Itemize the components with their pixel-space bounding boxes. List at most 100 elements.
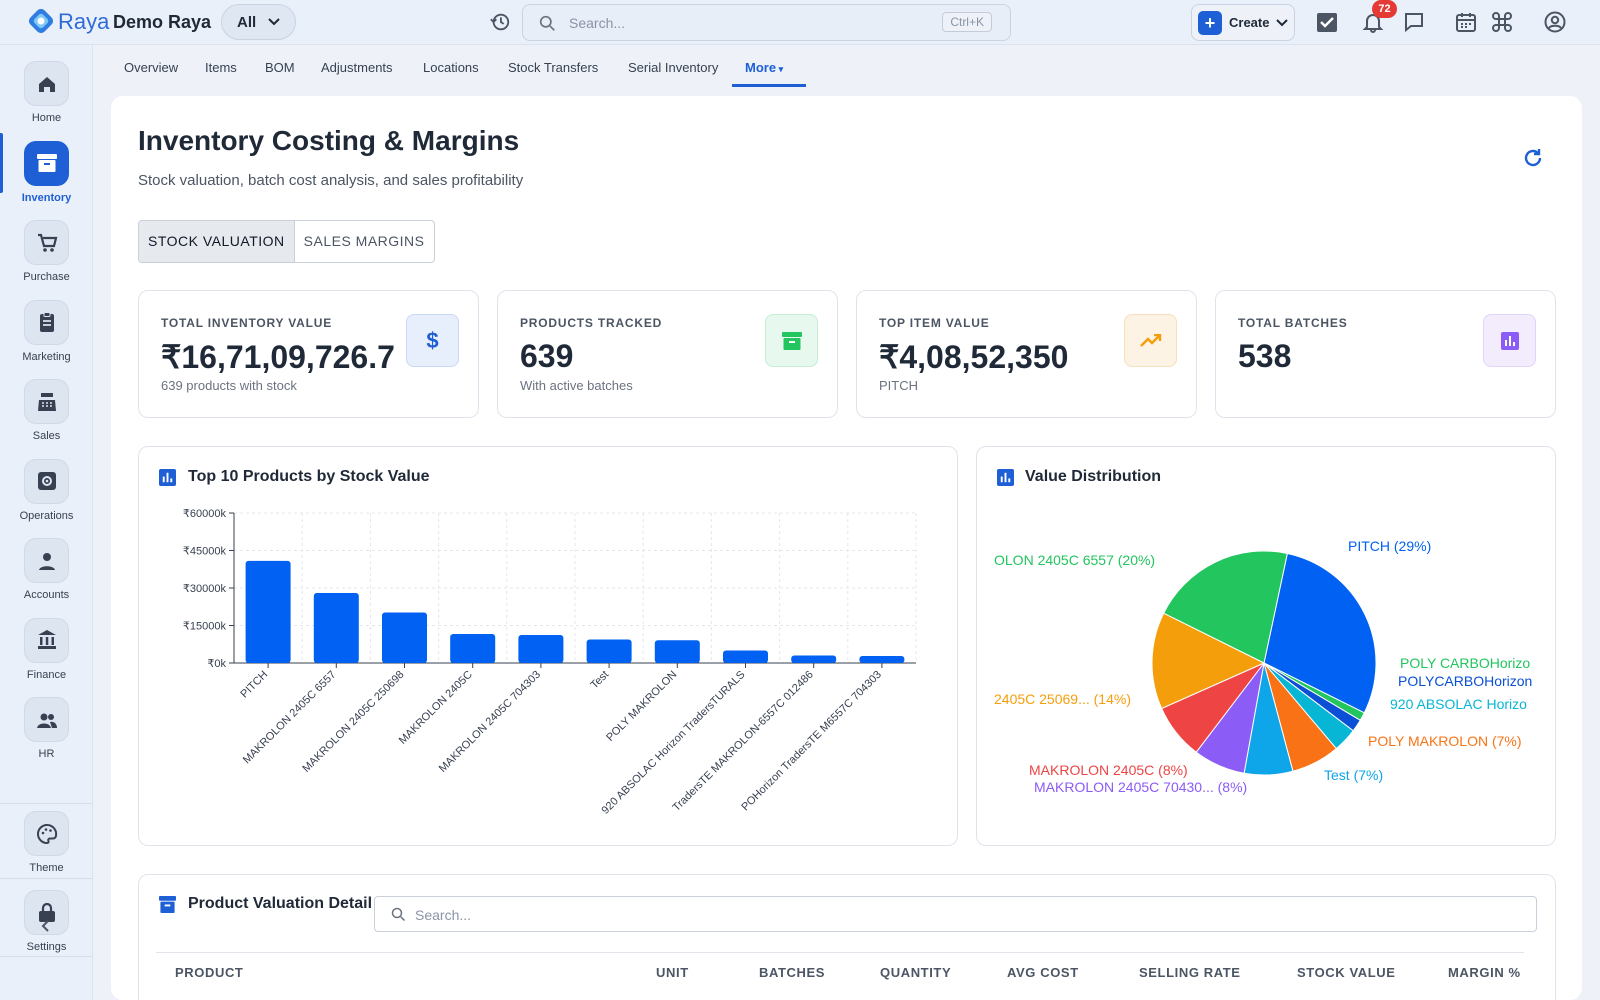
stat-label: TOP ITEM VALUE <box>879 316 990 330</box>
chevron-left-icon[interactable] <box>38 918 54 934</box>
sidebar-item-marketing[interactable]: Marketing <box>0 292 93 370</box>
caret-down-icon: ▾ <box>776 64 784 74</box>
toggle-sales-margins[interactable]: SALES MARGINS <box>303 233 425 249</box>
scope-select[interactable]: All <box>221 4 296 40</box>
stat-label: TOTAL INVENTORY VALUE <box>161 316 333 330</box>
column-header-quantity[interactable]: QUANTITY <box>880 965 952 980</box>
user-account-icon[interactable] <box>1544 11 1566 33</box>
tab-stock-transfers[interactable]: Stock Transfers <box>508 60 598 75</box>
x-tick-label: 920 ABSOLAC Horizon TradersTURALS <box>599 669 747 817</box>
y-tick-label: ₹0k <box>207 658 226 670</box>
sidebar-item-purchase[interactable]: Purchase <box>0 212 93 290</box>
table-header-divider <box>156 952 1524 953</box>
tasks-check-icon[interactable] <box>1316 11 1338 33</box>
calendar-icon[interactable] <box>1455 11 1477 33</box>
refresh-icon[interactable] <box>1522 147 1544 169</box>
tab-label: BOM <box>265 60 295 75</box>
clipboard-icon <box>24 299 69 345</box>
bar-chart-title: Top 10 Products by Stock Value <box>188 468 430 485</box>
table-search-placeholder: Search... <box>415 907 472 923</box>
pie-chart: PITCH (29%) POLY CARBOHorizo POLYCARBOHori… <box>994 538 1532 795</box>
y-tick-label: ₹60000k <box>183 508 227 520</box>
bar <box>450 634 496 663</box>
column-header-selling-rate[interactable]: SELLING RATE <box>1139 965 1241 980</box>
raya-logo-icon[interactable] <box>27 7 55 35</box>
tab-bom[interactable]: BOM <box>265 60 295 75</box>
table-search-input[interactable]: Search... <box>374 896 1537 932</box>
sidebar-item-accounts[interactable]: Accounts <box>0 530 93 608</box>
bar-chart: ₹0k ₹15000k ₹30000k ₹45000k ₹60000k PITCH MAKR… <box>183 508 917 817</box>
pie-slice-label: MAKROLON 2405C 70430... (8%) <box>1034 779 1247 795</box>
sidebar-item-label: Theme <box>29 862 64 874</box>
history-icon[interactable] <box>489 11 511 33</box>
tab-more[interactable]: More ▾ <box>745 60 783 75</box>
tab-label: Serial Inventory <box>628 60 719 75</box>
stat-card-total-inventory-value: TOTAL INVENTORY VALUE ₹16,71,09,726.7 63… <box>138 290 479 418</box>
sidebar-item-label: Sales <box>32 430 61 442</box>
command-icon[interactable] <box>1491 11 1513 33</box>
stat-label: TOTAL BATCHES <box>1238 316 1348 330</box>
bar <box>722 650 769 663</box>
tab-overview[interactable]: Overview <box>124 60 178 75</box>
toggle-stock-valuation[interactable]: STOCK VALUATION <box>139 221 295 262</box>
column-header-stock-value[interactable]: STOCK VALUE <box>1297 965 1396 980</box>
bank-icon <box>24 617 69 663</box>
scope-value: All <box>237 13 257 31</box>
stat-subtext: 639 products with stock <box>161 378 297 393</box>
column-header-margin[interactable]: MARGIN % <box>1448 965 1521 980</box>
sidebar-item-operations[interactable]: Operations <box>0 451 93 529</box>
bar-chart-icon <box>159 469 176 486</box>
pie-slice[interactable] <box>1151 612 1266 710</box>
x-tick-label: Test <box>588 669 611 692</box>
tab-serial-inventory[interactable]: Serial Inventory <box>628 60 718 75</box>
palette-icon <box>24 811 69 856</box>
org-name: Demo Raya <box>113 12 212 32</box>
sidebar-item-finance[interactable]: Finance <box>0 610 93 688</box>
pie-slice[interactable] <box>1263 552 1377 714</box>
pie-slice-label: POLY MAKROLON (7%) <box>1368 733 1522 749</box>
sidebar-item-inventory[interactable]: Inventory <box>0 132 93 211</box>
sidebar-item-hr[interactable]: HR <box>0 689 93 767</box>
tab-adjustments[interactable]: Adjustments <box>321 60 393 75</box>
sidebar-item-home[interactable]: Home <box>0 53 93 131</box>
notification-count-badge: 72 <box>1372 0 1397 18</box>
search-shortcut-hint: Ctrl+K <box>942 12 992 32</box>
tab-items[interactable]: Items <box>205 60 237 75</box>
bar-chart-icon <box>1483 314 1536 367</box>
tab-label: Locations <box>423 60 479 75</box>
sidebar-item-theme[interactable]: Theme <box>0 803 93 881</box>
plus-icon: + <box>1198 10 1222 35</box>
pie-slice-label: POLYCARBOHorizon <box>1398 673 1532 689</box>
sidebar-divider <box>0 878 93 879</box>
x-tick-label: TradersTE MAKROLON-6557C 012486 <box>671 669 816 814</box>
x-tick-label: MAKROLON 2405C <box>397 669 475 747</box>
create-label: Create <box>1229 15 1270 30</box>
people-icon <box>24 697 69 742</box>
pie-slice-label: 920 ABSOLAC Horizo <box>1390 696 1527 712</box>
stat-label: PRODUCTS TRACKED <box>520 316 663 330</box>
column-header-unit[interactable]: UNIT <box>656 965 689 980</box>
column-header-product[interactable]: PRODUCT <box>175 965 244 980</box>
search-placeholder: Search... <box>569 15 626 31</box>
column-header-batches[interactable]: BATCHES <box>759 965 826 980</box>
sidebar-item-sales[interactable]: Sales <box>0 371 93 449</box>
sidebar-item-label: HR <box>38 748 55 760</box>
bar <box>859 656 905 663</box>
tab-locations[interactable]: Locations <box>423 60 479 75</box>
x-tick-label: PITCH <box>238 669 270 701</box>
brand-name: Raya <box>58 9 110 34</box>
bar <box>654 640 700 663</box>
global-search-input[interactable]: Search... Ctrl+K <box>522 4 1011 41</box>
tab-label: Overview <box>124 60 179 75</box>
sidebar-item-label: Home <box>31 112 62 124</box>
trending-up-icon <box>1124 314 1177 367</box>
sidebar-item-settings[interactable]: Settings <box>0 882 93 960</box>
sidebar-item-label: Finance <box>26 668 67 681</box>
cart-icon <box>24 220 69 265</box>
chat-icon[interactable] <box>1403 11 1425 33</box>
pie-slice[interactable] <box>1163 550 1288 664</box>
stat-value: ₹4,08,52,350 <box>879 339 1069 375</box>
create-button[interactable]: + Create <box>1191 4 1295 41</box>
sidebar-item-label: Inventory <box>21 191 72 204</box>
column-header-avg-cost[interactable]: AVG COST <box>1007 965 1079 980</box>
